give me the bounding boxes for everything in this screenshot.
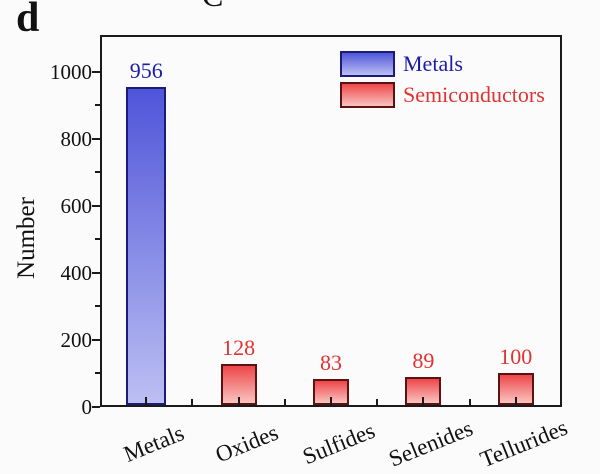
cropped-glyph: C [202,0,223,13]
bar-value-label: 83 [320,350,342,376]
bar-value-label: 128 [222,335,256,361]
y-minor-tick [95,171,100,174]
y-major-tick [92,70,100,73]
x-category-label: Selenides [385,415,477,472]
x-major-tick [145,397,148,405]
y-major-tick [92,406,100,408]
plot-area [100,35,562,407]
y-major-tick [92,204,100,207]
cropped-text-fragment: C [198,0,232,13]
bar-value-label: 89 [412,348,435,374]
legend-item-semiconductors: Semiconductors [340,82,545,108]
y-major-tick [92,338,100,341]
panel-label: d [16,0,40,41]
y-axis-title: Number [13,197,40,279]
x-category-label: Metals [120,420,188,467]
x-major-tick [330,397,332,405]
legend: Metals Semiconductors [340,51,545,113]
y-major-tick [92,137,100,140]
y-minor-tick [95,305,100,308]
x-major-tick [237,397,240,405]
legend-swatch-semiconductors [340,82,395,108]
y-tick-label: 400 [60,260,93,285]
x-minor-tick [468,399,471,405]
y-tick-label: 1000 [50,59,92,84]
x-minor-tick [191,399,194,405]
x-category-label: Sulfides [299,417,379,470]
y-tick-label: 800 [60,126,93,151]
legend-swatch-metals [340,51,395,77]
y-minor-tick [95,238,100,241]
x-major-tick [514,397,517,405]
bar-value-label: 100 [499,344,533,370]
legend-item-metals: Metals [340,51,545,77]
x-category-label: Tellurides [476,414,571,473]
bar-value-label: 956 [129,57,163,83]
y-minor-tick [95,372,100,375]
y-tick-label: 200 [60,327,93,352]
x-minor-tick [283,399,286,405]
y-tick-label: 600 [60,193,93,218]
x-category-label: Oxides [211,419,282,468]
legend-label-semiconductors: Semiconductors [403,82,545,107]
y-tick-label: 0 [81,395,93,419]
legend-label-metals: Metals [403,51,463,76]
bar-metals [126,86,167,405]
y-major-tick [92,271,100,274]
y-minor-tick [95,104,100,107]
x-minor-tick [376,399,379,405]
x-major-tick [422,397,425,405]
